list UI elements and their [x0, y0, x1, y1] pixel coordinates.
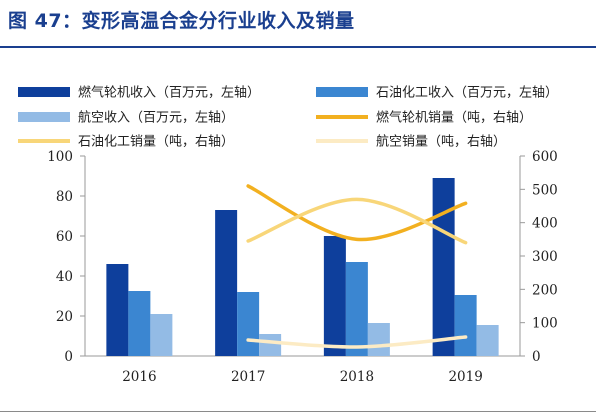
bar-s0-2018: [323, 236, 346, 356]
bar-s1-2019: [454, 295, 477, 356]
left-tick-label-1: 20: [56, 309, 73, 325]
left-tick-label-2: 40: [56, 269, 73, 285]
bottom-divider: [0, 411, 596, 412]
legend-swatch-2: [18, 112, 70, 122]
legend-label-2: 航空收入（百万元，左轴）: [78, 110, 234, 126]
bar-s0-2016: [106, 264, 129, 356]
x-tick-label-2: 2018: [340, 369, 374, 385]
legend-label-1: 石油化工收入（百万元，左轴）: [376, 86, 558, 101]
legend-label-0: 燃气轮机收入（百万元，左轴）: [78, 85, 260, 101]
right-tick-label-5: 500: [532, 182, 558, 198]
legend-swatch-1: [316, 87, 368, 97]
legend-swatch-0: [18, 87, 70, 97]
right-tick-label-1: 100: [532, 316, 558, 332]
left-tick-label-0: 0: [64, 349, 73, 365]
left-tick-label-4: 80: [56, 189, 73, 205]
legend-label-3: 燃气轮机销量（吨，右轴）: [376, 110, 532, 126]
legend-label-5: 航空销量（吨，右轴）: [376, 134, 506, 150]
bar-s2-2016: [150, 314, 173, 356]
right-tick-label-3: 300: [532, 249, 558, 265]
line-series-2: [246, 335, 468, 349]
line-series-0: [246, 184, 468, 242]
left-tick-label-5: 100: [47, 149, 73, 165]
x-tick-label-0: 2016: [122, 369, 156, 385]
legend: 燃气轮机收入（百万元，左轴） 石油化工收入（百万元，左轴） 航空收入（百万元，左轴）…: [18, 85, 558, 150]
legend-label-4: 石油化工销量（吨，右轴）: [78, 135, 234, 150]
bar-s2-2017: [259, 334, 282, 356]
left-tick-label-3: 60: [56, 229, 73, 245]
x-tick-label-1: 2017: [231, 369, 265, 385]
lines: [246, 184, 468, 349]
line-series-1: [246, 197, 468, 245]
right-tick-label-6: 600: [532, 149, 558, 165]
tick-labels: 0 20 40 60 80 100 0 100 200 300 400 500 600 2016 2017 2…: [47, 149, 558, 385]
bar-s1-2017: [237, 292, 260, 356]
bar-s0-2019: [432, 178, 455, 356]
bar-s2-2019: [476, 325, 499, 356]
page-title: 图 47：变形高温合金分行业收入及销量: [8, 10, 355, 32]
right-tick-label-2: 200: [532, 282, 558, 298]
x-tick-label-3: 2019: [448, 369, 482, 385]
bar-s0-2017: [215, 210, 238, 356]
right-tick-label-4: 400: [532, 216, 558, 232]
bar-s1-2018: [345, 262, 368, 356]
title-divider: [0, 46, 596, 48]
bars: [106, 178, 499, 356]
bar-s1-2016: [128, 291, 151, 356]
right-tick-label-0: 0: [532, 349, 541, 365]
bar-s2-2018: [367, 323, 390, 356]
